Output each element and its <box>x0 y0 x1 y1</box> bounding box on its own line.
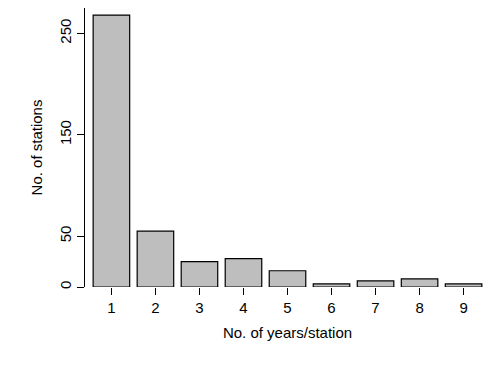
svg-text:250: 250 <box>57 19 74 44</box>
svg-text:4: 4 <box>239 299 247 316</box>
svg-text:3: 3 <box>195 299 203 316</box>
svg-text:8: 8 <box>415 299 423 316</box>
svg-text:1: 1 <box>107 299 115 316</box>
svg-text:6: 6 <box>327 299 335 316</box>
svg-text:2: 2 <box>151 299 159 316</box>
svg-text:5: 5 <box>283 299 291 316</box>
svg-text:50: 50 <box>57 226 74 243</box>
svg-text:7: 7 <box>371 299 379 316</box>
svg-text:9: 9 <box>459 299 467 316</box>
svg-text:No. of years/station: No. of years/station <box>223 324 352 341</box>
svg-text:150: 150 <box>57 120 74 145</box>
svg-text:No. of stations: No. of stations <box>28 100 45 196</box>
svg-text:0: 0 <box>57 281 74 289</box>
